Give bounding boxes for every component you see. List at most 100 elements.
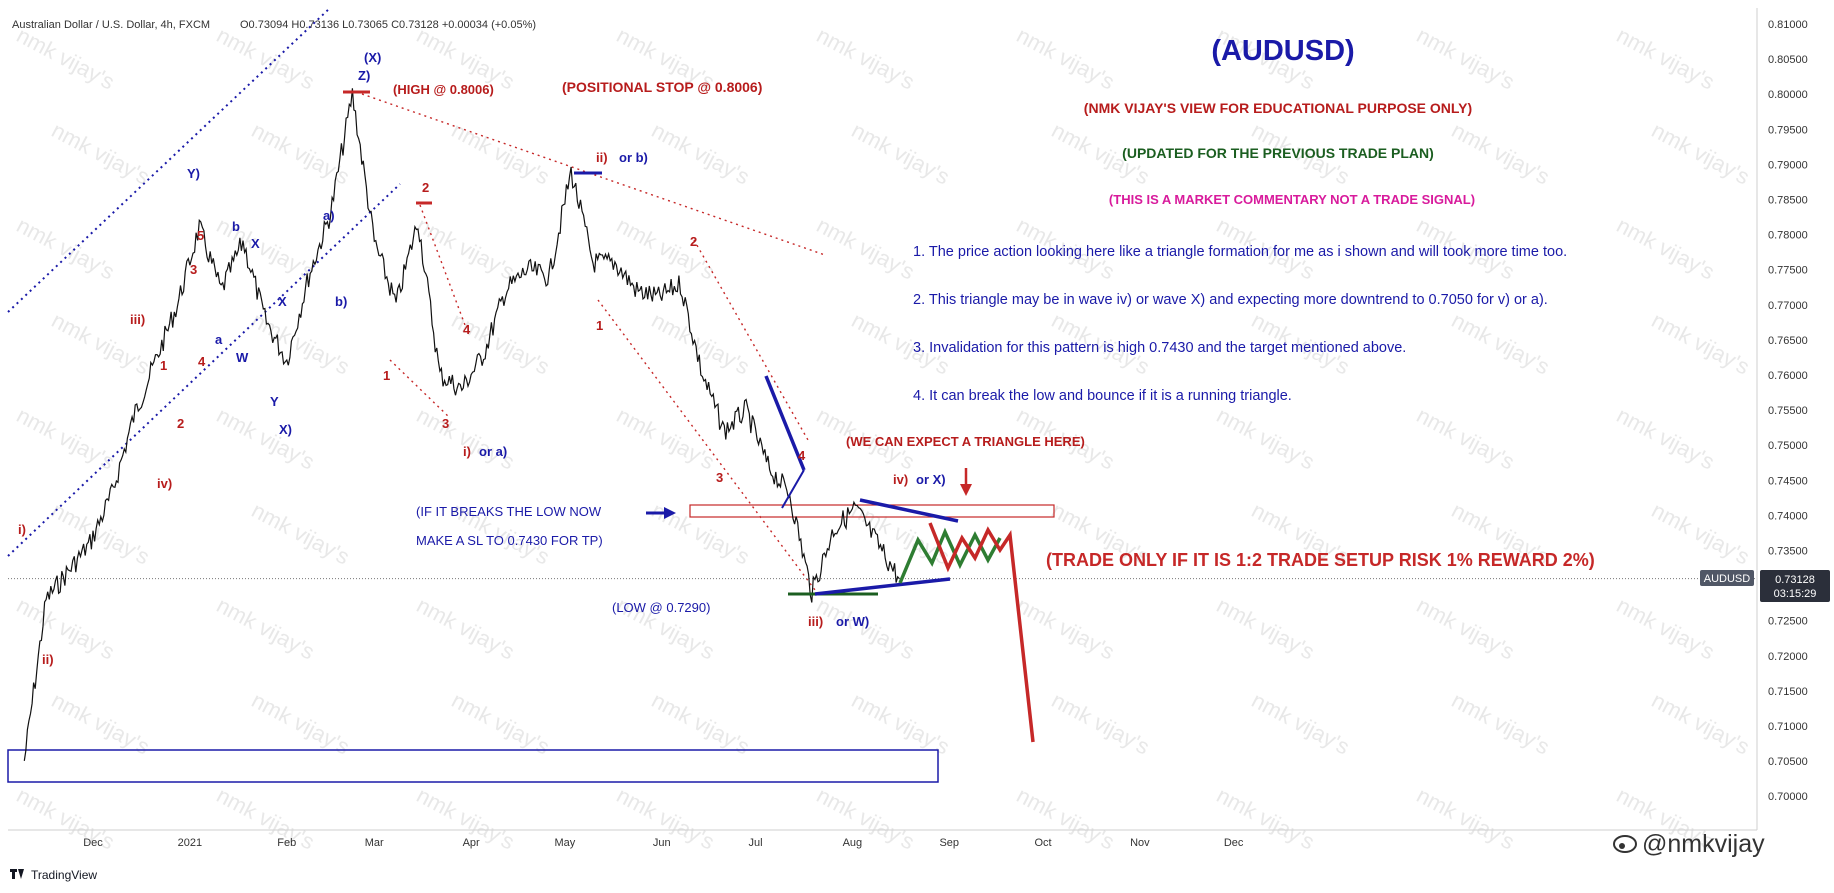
wave-num-4-right: 4: [798, 448, 806, 463]
watermark-text: nmk vijay's: [213, 212, 319, 284]
triangle-leg-2: [781, 469, 805, 509]
watermark-text: nmk vijay's: [1248, 687, 1354, 759]
watermark-text: nmk vijay's: [648, 117, 754, 189]
watermark-text: nmk vijay's: [248, 307, 354, 379]
triangle-upper: [859, 498, 959, 523]
watermark-text: nmk vijay's: [13, 402, 119, 474]
x-tick-label: Mar: [365, 837, 384, 849]
watermark-text: nmk vijay's: [48, 497, 154, 569]
watermark-text: nmk vijay's: [213, 22, 319, 94]
projection-red: [928, 522, 1035, 743]
watermark-text: nmk vijay's: [1648, 307, 1754, 379]
ohlc-readout: O0.73094 H0.73136 L0.73065 C0.73128 +0.0…: [240, 19, 536, 31]
wave-num-2-mid: 2: [422, 180, 429, 195]
wave-i-left: i): [18, 522, 26, 537]
watermark-text: nmk vijay's: [1613, 592, 1719, 664]
wave-num-1-left: 1: [160, 358, 167, 373]
wave-Z: Z): [358, 68, 370, 83]
watermark-text: nmk vijay's: [613, 212, 719, 284]
watermark-text: nmk vijay's: [13, 592, 119, 664]
y-tick-label: 0.71000: [1768, 721, 1808, 733]
wave-num-1-right: 1: [596, 318, 603, 333]
watermark-text: nmk vijay's: [248, 117, 354, 189]
author-handle: @nmkvijay: [1642, 830, 1765, 858]
x-axis-labels: Dec 2021 Feb Mar Apr May Jun Jul Aug Sep Oct Nov Dec: [83, 837, 1244, 849]
watermark-text: nmk vijay's: [48, 117, 154, 189]
price-badge-countdown: 03:15:29: [1774, 588, 1817, 600]
target-zone-box: [7, 749, 939, 783]
watermark-text: nmk vijay's: [413, 212, 519, 284]
y-tick-label: 0.76500: [1768, 335, 1808, 347]
watermark-text: nmk vijay's: [213, 592, 319, 664]
red-arrow-icon: [960, 484, 972, 496]
watermark-text: nmk vijay's: [413, 402, 519, 474]
watermark-text: nmk vijay's: [1613, 212, 1719, 284]
wave-num-2-left: 2: [177, 416, 184, 431]
wave-iii-num: iii): [808, 614, 823, 629]
breaks-low-line1: (IF IT BREAKS THE LOW NOW: [416, 504, 602, 519]
wave-ii-left: ii): [42, 652, 54, 667]
watermark-text: nmk vijay's: [213, 402, 319, 474]
wave-num-3-mid: 3: [442, 416, 449, 431]
watermark-text: nmk vijay's: [648, 687, 754, 759]
x-tick-label: Dec: [83, 837, 103, 849]
watermark-text: nmk vijay's: [1013, 592, 1119, 664]
low-annotation: (LOW @ 0.7290): [612, 600, 710, 615]
y-tick-label: 0.74500: [1768, 475, 1808, 487]
watermark-text: nmk vijay's: [1613, 22, 1719, 94]
y-tick-label: 0.78000: [1768, 230, 1808, 242]
tradingview-logo-icon: [10, 869, 24, 879]
wave-ii-txt: or b): [619, 150, 648, 165]
y-tick-label: 0.81000: [1768, 19, 1808, 31]
wave-W: W: [236, 350, 249, 365]
invalidation-zone-box: [689, 504, 1055, 518]
note-4: 4. It can break the low and bounce if it…: [913, 388, 1292, 404]
price-badge: [1760, 570, 1830, 602]
watermark-text: nmk vijay's: [213, 782, 319, 854]
watermark-text: nmk vijay's: [248, 687, 354, 759]
watermark-text: nmk vijay's: [1213, 592, 1319, 664]
watermark-text: nmk vijay's: [448, 307, 554, 379]
wave-iii-txt: or W): [836, 614, 869, 629]
channel-line-lower: [7, 183, 401, 557]
watermark-text: nmk vijay's: [48, 687, 154, 759]
projection-green: [898, 527, 1002, 584]
y-tick-label: 0.75000: [1768, 440, 1808, 452]
y-tick-label: 0.72000: [1768, 651, 1808, 663]
y-tick-label: 0.77000: [1768, 300, 1808, 312]
watermark-text: nmk vijay's: [1448, 687, 1554, 759]
weibo-icon: [1613, 835, 1637, 853]
stop-annotation: (POSITIONAL STOP @ 0.8006): [562, 79, 762, 95]
watermark-text: nmk vijay's: [813, 782, 919, 854]
y-tick-label: 0.74000: [1768, 510, 1808, 522]
trend-line-high: [361, 93, 826, 256]
note-1: 1. The price action looking here like a …: [913, 244, 1567, 260]
watermark-text: nmk vijay's: [1413, 22, 1519, 94]
watermark-text: nmk vijay's: [1413, 782, 1519, 854]
x-tick-label: Oct: [1034, 837, 1051, 849]
wave-b-small: b): [335, 294, 347, 309]
x-tick-label: Jul: [748, 837, 762, 849]
watermark-text: nmk vijay's: [448, 117, 554, 189]
wave-a-lower: a: [215, 332, 223, 347]
blue-arrow-icon: [664, 507, 676, 519]
wave-i-txt: or a): [479, 444, 507, 459]
watermark-text: nmk vijay's: [248, 497, 354, 569]
watermark-text: nmk vijay's: [448, 687, 554, 759]
x-tick-label: May: [554, 837, 575, 849]
wave-iii: iii): [130, 312, 145, 327]
commentary-subtitle: (THIS IS A MARKET COMMENTARY NOT A TRADE…: [1109, 192, 1475, 207]
watermark-text: nmk vijay's: [1648, 117, 1754, 189]
x-tick-label: Nov: [1130, 837, 1150, 849]
trend-line-wave1: [597, 299, 816, 591]
x-tick-label: 2021: [178, 837, 202, 849]
y-tick-label: 0.79500: [1768, 124, 1808, 136]
tradingview-brand: TradingView: [31, 868, 97, 882]
watermark-text: nmk vijay's: [413, 592, 519, 664]
wave-iv-txt: or X): [916, 472, 946, 487]
wave-num-5-left: 5: [197, 228, 204, 243]
high-annotation: (HIGH @ 0.8006): [393, 82, 494, 97]
watermark-text: nmk vijay's: [1413, 592, 1519, 664]
note-3: 3. Invalidation for this pattern is high…: [913, 340, 1406, 356]
